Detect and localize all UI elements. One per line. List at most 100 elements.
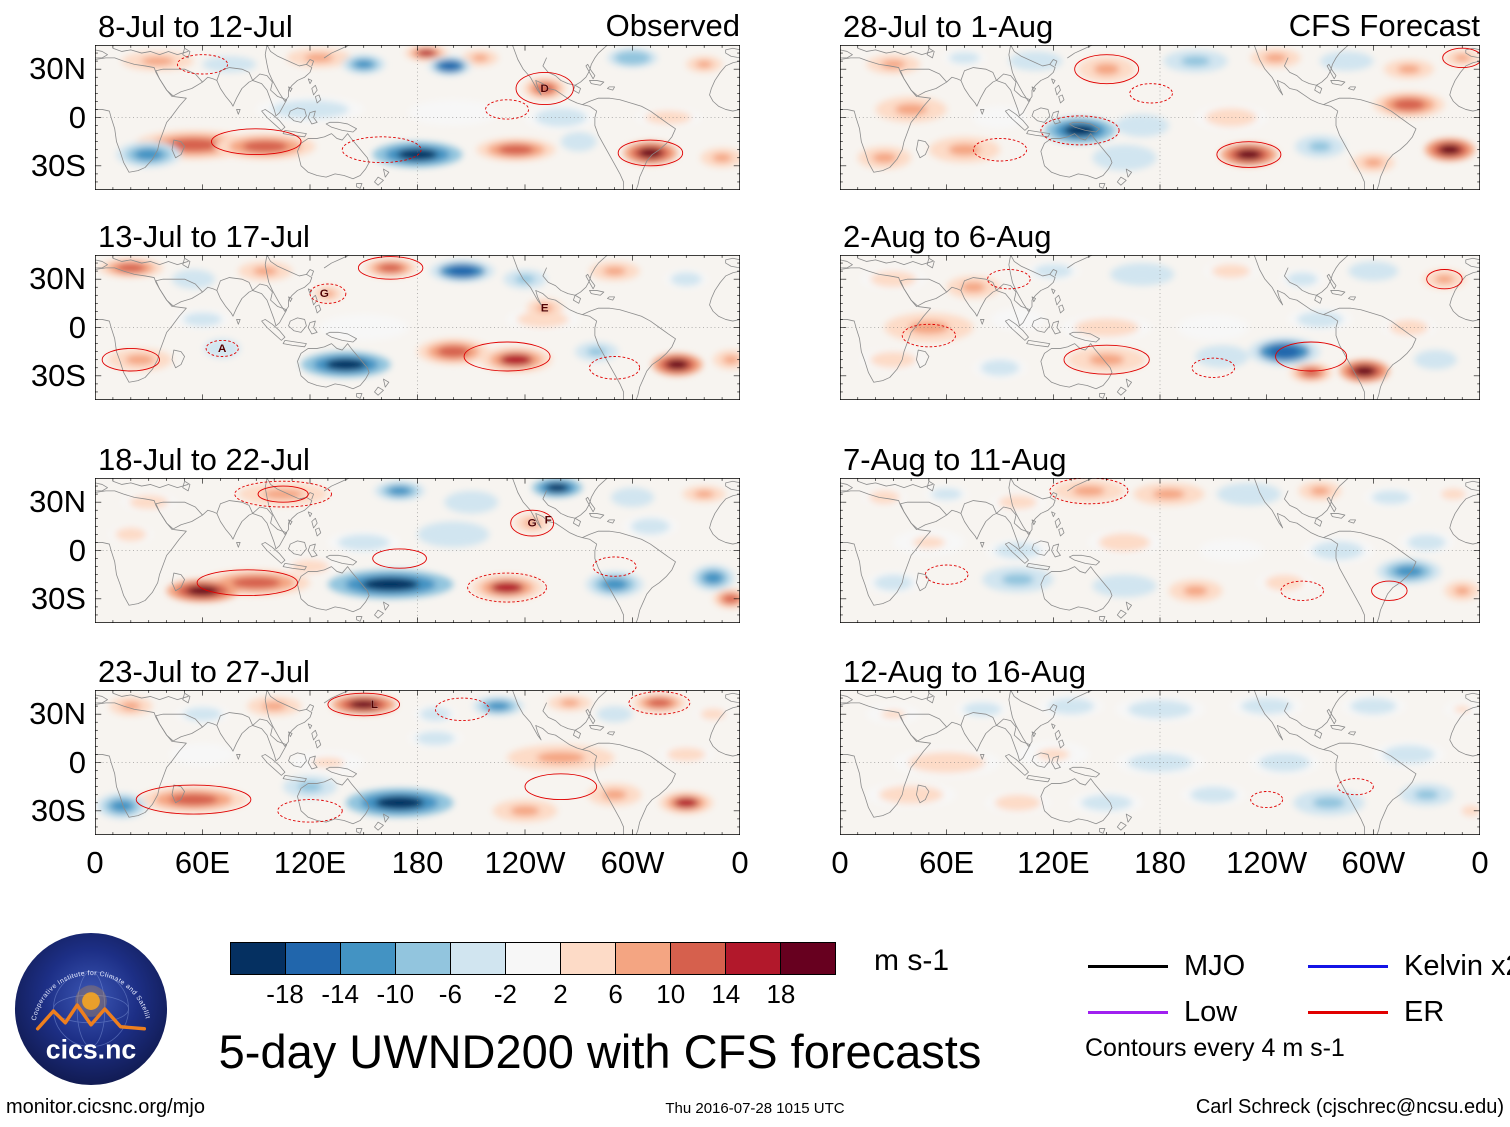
x-tick-label: 0	[86, 845, 104, 880]
map-canvas: G E A	[95, 255, 740, 400]
x-tick-label: 0	[1471, 845, 1489, 880]
svg-text:L: L	[371, 700, 378, 711]
legend-label: Low	[1184, 996, 1238, 1028]
map-panel-forecast-2	[840, 478, 1480, 623]
y-tick-label: 30N	[29, 484, 86, 519]
legend-entry-mjo: MJO	[1088, 950, 1245, 983]
colorbar-cell	[725, 943, 780, 974]
map-canvas	[840, 45, 1480, 190]
svg-text:G: G	[528, 518, 537, 529]
footer-url: monitor.cicsnc.org/mjo	[6, 1096, 205, 1118]
map-panel-forecast-1	[840, 255, 1480, 400]
x-tick-label: 120W	[484, 845, 566, 880]
y-tick-label: 30N	[29, 696, 86, 731]
legend-line	[1308, 1011, 1388, 1014]
x-tick-label: 60W	[600, 845, 665, 880]
x-tick-label: 120W	[1226, 845, 1308, 880]
map-panel-observed-1: G E A	[95, 255, 740, 400]
colorbar-tick-label: 18	[766, 979, 796, 1009]
map-panel-forecast-0	[840, 45, 1480, 190]
legend-entry-low: Low	[1088, 996, 1237, 1029]
footer-timestamp: Thu 2016-07-28 1015 UTC	[665, 1100, 845, 1117]
y-tick-label: 30S	[30, 358, 86, 393]
colorbar-cell	[231, 943, 285, 974]
y-tick-label: 0	[68, 309, 86, 345]
colorbar-tick-label: -10	[376, 979, 415, 1009]
y-tick-label: 30S	[30, 793, 86, 828]
x-tick-label: 120E	[1017, 845, 1090, 880]
svg-text:G: G	[320, 289, 329, 300]
x-tick-label: 180	[1134, 845, 1186, 880]
logo-wordmark: cics.nc	[46, 1034, 137, 1064]
panel-title: 18-Jul to 22-Jul	[98, 442, 310, 477]
map-panel-forecast-3	[840, 690, 1480, 835]
y-tick-label: 0	[68, 744, 86, 780]
map-canvas: L	[95, 690, 740, 835]
panel-title: 7-Aug to 11-Aug	[843, 442, 1067, 477]
svg-text:D: D	[540, 84, 549, 95]
colorbar-labels: -18 -14 -10 -6 -2 2 6 10 14 18	[230, 979, 836, 1009]
cics-logo: cics.nc Cooperative Institute for Climat…	[10, 925, 170, 1088]
colorbar-cell	[780, 943, 835, 974]
colorbar-cell	[505, 943, 560, 974]
colorbar-cell	[395, 943, 450, 974]
colorbar	[230, 942, 836, 975]
column-header-observed: Observed	[605, 8, 740, 43]
svg-text:F: F	[545, 515, 552, 526]
legend-line	[1308, 965, 1388, 968]
logo-mountains	[35, 1003, 147, 1031]
map-panel-observed-3: L	[95, 690, 740, 835]
panel-title: 8-Jul to 12-Jul	[98, 9, 293, 44]
y-tick-label: 30S	[30, 148, 86, 183]
colorbar-cell	[340, 943, 395, 974]
panel-title: 13-Jul to 17-Jul	[98, 219, 310, 254]
legend-line	[1088, 1011, 1168, 1014]
y-tick-label: 30N	[29, 261, 86, 296]
colorbar-tick-label: 10	[656, 979, 686, 1009]
legend-line	[1088, 965, 1168, 968]
svg-text:A: A	[218, 343, 227, 354]
colorbar-cell	[615, 943, 670, 974]
legend-label: MJO	[1184, 950, 1246, 982]
colorbar-tick-label: -14	[321, 979, 359, 1009]
colorbar-tick-label: 6	[608, 979, 623, 1009]
x-tick-label: 120E	[273, 845, 347, 880]
legend-label: ER	[1404, 996, 1445, 1028]
colorbar-tick-label: -18	[266, 979, 304, 1009]
x-tick-label: 0	[831, 845, 849, 880]
map-canvas: D	[95, 45, 740, 190]
x-tick-label: 0	[731, 845, 749, 880]
y-tick-label: 30N	[29, 51, 86, 86]
colorbar-cell	[560, 943, 615, 974]
x-tick-label: 60E	[174, 845, 231, 880]
map-canvas	[840, 478, 1480, 623]
colorbar-tick-label: -2	[493, 979, 518, 1009]
y-tick-label: 0	[68, 532, 86, 568]
column-header-cfs-forecast: CFS Forecast	[1288, 8, 1480, 43]
x-tick-label: 180	[391, 845, 444, 880]
cics-logo-graphic: cics.nc Cooperative Institute for Climat…	[10, 925, 168, 1086]
y-tick-label: 30S	[30, 581, 86, 616]
footer-contact: Carl Schreck (cjschrec@ncsu.edu)	[1195, 1096, 1504, 1118]
legend-entry-kelvin-x2: Kelvin x2	[1308, 950, 1510, 983]
colorbar-units: m s-1	[874, 944, 949, 977]
panel-title: 12-Aug to 16-Aug	[843, 654, 1087, 689]
colorbar-tick-label: 2	[553, 979, 568, 1009]
map-canvas	[840, 690, 1480, 835]
map-panel-observed-0: D	[95, 45, 740, 190]
colorbar-cell	[670, 943, 725, 974]
panel-title: 23-Jul to 27-Jul	[98, 654, 310, 689]
colorbar-tick-label: 14	[711, 979, 741, 1009]
panel-title: 2-Aug to 6-Aug	[843, 219, 1052, 254]
panel-title: 28-Jul to 1-Aug	[843, 9, 1054, 44]
colorbar-tick-label: -6	[438, 979, 462, 1009]
contour-interval-note: Contours every 4 m s-1	[1085, 1034, 1345, 1062]
colorbar-cell	[450, 943, 505, 974]
colorbar-cell	[285, 943, 340, 974]
map-canvas	[840, 255, 1480, 400]
figure-title: 5-day UWND200 with CFS forecasts	[218, 1025, 982, 1078]
x-tick-label: 60W	[1341, 845, 1406, 880]
